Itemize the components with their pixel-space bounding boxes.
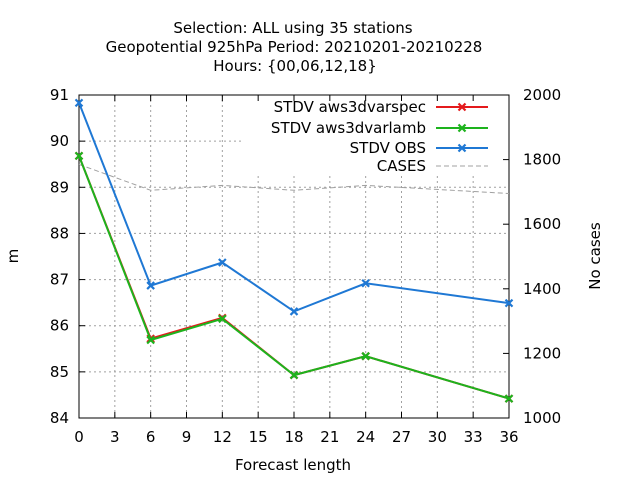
y2-tick-label: 1000 bbox=[523, 409, 561, 427]
data-point-marker bbox=[361, 278, 370, 288]
x-tick-label: 18 bbox=[284, 428, 303, 446]
legend-swatch-marker bbox=[457, 123, 467, 133]
data-point-marker bbox=[504, 394, 514, 403]
y2-tick-label: 1600 bbox=[523, 215, 561, 233]
x-tick-label: 21 bbox=[320, 428, 339, 446]
data-point-marker bbox=[74, 98, 84, 108]
series-line bbox=[78, 163, 510, 194]
x-tick-label: 24 bbox=[356, 428, 375, 446]
y2-tick-label: 1400 bbox=[523, 280, 561, 298]
data-point-marker bbox=[504, 298, 514, 308]
y2-tick-label: 2000 bbox=[523, 86, 561, 104]
legend-swatch-marker bbox=[457, 143, 467, 153]
y-tick-label: 90 bbox=[50, 132, 69, 150]
data-point-marker bbox=[361, 351, 370, 361]
x-tick-label: 33 bbox=[464, 428, 483, 446]
y-tick-label: 89 bbox=[50, 178, 69, 196]
y-tick-label: 84 bbox=[50, 409, 69, 427]
y-tick-label: 87 bbox=[50, 271, 69, 289]
data-point-marker bbox=[289, 307, 299, 316]
legend-swatch-marker bbox=[457, 102, 467, 112]
y-tick-label: 86 bbox=[50, 317, 69, 335]
legend-label: CASES bbox=[377, 157, 426, 175]
y2-tick-label: 1200 bbox=[523, 344, 561, 362]
x-tick-label: 9 bbox=[182, 428, 192, 446]
y-axis-label: m bbox=[4, 249, 22, 264]
legend-label: STDV OBS bbox=[350, 139, 426, 157]
data-point-marker bbox=[289, 370, 299, 380]
legend: STDV aws3dvarspec STDV aws3dvarlamb STDV O… bbox=[271, 98, 488, 175]
x-tick-label: 6 bbox=[146, 428, 156, 446]
axes: 0 3 6 9 12 15 18 21 24 27 30 33 36848586878889909110… bbox=[50, 86, 561, 446]
chart-title-line-3: Hours: {00,06,12,18} bbox=[213, 57, 377, 75]
grid bbox=[79, 95, 509, 418]
chart-title: Selection: ALL using 35 stations Geopote… bbox=[106, 19, 483, 75]
x-tick-label: 30 bbox=[428, 428, 447, 446]
y-tick-label: 88 bbox=[50, 224, 69, 242]
data-point-marker bbox=[146, 335, 155, 345]
x-tick-label: 0 bbox=[74, 428, 84, 446]
x-axis-label: Forecast length bbox=[235, 456, 351, 474]
y-tick-label: 85 bbox=[50, 363, 69, 381]
series-line bbox=[78, 155, 510, 400]
x-tick-label: 27 bbox=[392, 428, 411, 446]
chart-title-line-2: Geopotential 925hPa Period: 20210201-202… bbox=[106, 38, 483, 56]
y-tick-label: 91 bbox=[50, 86, 69, 104]
data-point-marker bbox=[218, 258, 227, 267]
y2-axis-label: No cases bbox=[586, 222, 604, 290]
series bbox=[74, 98, 514, 403]
data-point-marker bbox=[146, 281, 155, 290]
y2-tick-label: 1800 bbox=[523, 151, 561, 169]
x-tick-label: 36 bbox=[499, 428, 518, 446]
x-tick-label: 3 bbox=[110, 428, 120, 446]
x-tick-label: 12 bbox=[213, 428, 232, 446]
legend-label: STDV aws3dvarlamb bbox=[271, 119, 426, 137]
chart-title-line-1: Selection: ALL using 35 stations bbox=[173, 19, 412, 37]
plot-frame bbox=[78, 94, 510, 419]
x-tick-label: 15 bbox=[249, 428, 268, 446]
data-point-marker bbox=[74, 151, 84, 161]
series-line bbox=[78, 102, 510, 313]
data-point-marker bbox=[218, 314, 227, 324]
legend-label: STDV aws3dvarspec bbox=[274, 98, 426, 116]
